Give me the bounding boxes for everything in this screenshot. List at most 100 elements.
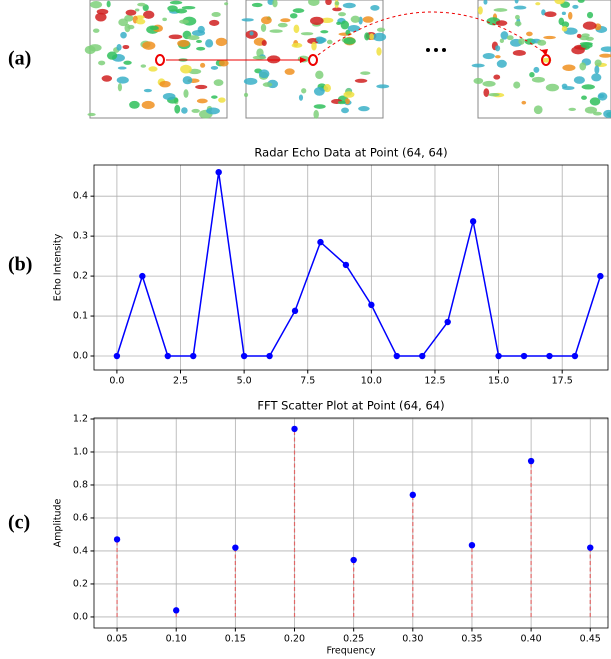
radar-echo (206, 107, 220, 114)
data-point (292, 308, 298, 314)
radar-echo (148, 66, 157, 71)
radar-echo (327, 40, 333, 44)
radar-echo (338, 101, 346, 104)
panel-label: (a) (8, 48, 31, 70)
data-point (528, 458, 534, 464)
radar-echo (483, 53, 495, 59)
radar-echo (591, 73, 601, 81)
radar-echo (370, 5, 379, 11)
radar-echo (497, 60, 507, 68)
radar-echo (250, 31, 254, 35)
radar-echo (183, 89, 188, 98)
radar-echo (181, 107, 188, 114)
radar-echo (543, 36, 555, 39)
radar-echo (187, 35, 199, 40)
radar-echo (585, 107, 597, 114)
radar-echo (144, 89, 152, 92)
radar-echo (211, 12, 220, 17)
radar-echo (376, 47, 381, 56)
radar-echo (180, 65, 192, 74)
radar-echo (196, 40, 202, 43)
radar-echo (107, 52, 117, 60)
radar-echo (488, 93, 499, 96)
radar-echo (363, 16, 374, 23)
radar-echo (364, 32, 369, 40)
radar-echo (159, 81, 170, 88)
radar-echo (360, 71, 370, 75)
x-tick-label: 0.35 (461, 634, 482, 645)
y-tick-label: 0.2 (73, 271, 88, 282)
radar-echo (116, 44, 121, 51)
x-tick-label: 17.5 (552, 376, 573, 387)
radar-echo (170, 1, 182, 5)
data-point (394, 353, 400, 359)
radar-echo (196, 47, 205, 51)
radar-echo (118, 83, 122, 91)
radar-echo (129, 101, 140, 109)
radar-echo (495, 45, 500, 51)
chart-title: Radar Echo Data at Point (64, 64) (254, 146, 447, 160)
radar-echo (120, 32, 127, 39)
data-point (495, 353, 501, 359)
page: (a) (b) (c) 0.02.55.07.510.012.515.017.5… (0, 0, 611, 659)
radar-echo (534, 105, 543, 114)
x-tick-label: 5.0 (237, 376, 252, 387)
radar-echo (581, 33, 589, 37)
x-tick-label: 0.25 (343, 634, 364, 645)
radar-echo (580, 42, 593, 46)
radar-echo (521, 101, 526, 105)
radar-echo (195, 85, 207, 89)
y-tick-label: 0.3 (73, 231, 88, 242)
data-point (444, 319, 450, 325)
radar-echo (175, 9, 187, 14)
y-tick-label: 1.0 (73, 446, 88, 457)
radar-echo (262, 40, 267, 46)
radar-echo (183, 76, 193, 84)
radar-echo (546, 84, 559, 92)
radar-echo (174, 105, 180, 114)
radar-echo (377, 28, 385, 32)
x-tick-label: 0.10 (166, 634, 187, 645)
radar-echo (314, 87, 325, 96)
radar-echo (205, 39, 213, 47)
radar-echo (242, 18, 254, 21)
radar-echo (369, 33, 374, 40)
dot (442, 48, 446, 52)
data-point (266, 353, 272, 359)
radar-echo (294, 25, 300, 33)
radar-echo (581, 95, 587, 99)
radar-echo (587, 12, 593, 19)
radar-echo (142, 41, 155, 49)
data-point (350, 557, 356, 563)
radar-echo (594, 65, 599, 74)
radar-echo (568, 12, 573, 20)
y-tick-label: 0.8 (73, 479, 88, 490)
y-tick-label: 0.1 (73, 311, 88, 322)
radar-echo (98, 61, 105, 66)
radar-echo (301, 32, 313, 35)
radar-echo (267, 55, 280, 63)
x-tick-label: 0.45 (580, 634, 601, 645)
radar-echo (513, 50, 526, 56)
radar-echo (562, 26, 568, 32)
data-point (114, 353, 120, 359)
radar-echo (586, 37, 594, 41)
radar-echo (93, 28, 100, 32)
radar-echo (495, 55, 501, 58)
radar-echo (314, 104, 326, 109)
radar-echo (373, 33, 387, 42)
radar-echo (348, 25, 360, 32)
radar-echo (177, 40, 189, 47)
radar-echo (582, 84, 595, 89)
y-tick-label: 0.2 (73, 578, 88, 589)
x-tick-label: 0.30 (402, 634, 423, 645)
radar-echo (102, 75, 112, 81)
radar-echo (209, 20, 219, 26)
radar-echo (263, 82, 273, 87)
data-point (343, 262, 349, 268)
radar-echo (244, 78, 258, 85)
radar-echo (216, 38, 227, 46)
radar-echo (90, 1, 102, 8)
radar-echo (595, 59, 602, 66)
radar-echo (290, 13, 298, 18)
